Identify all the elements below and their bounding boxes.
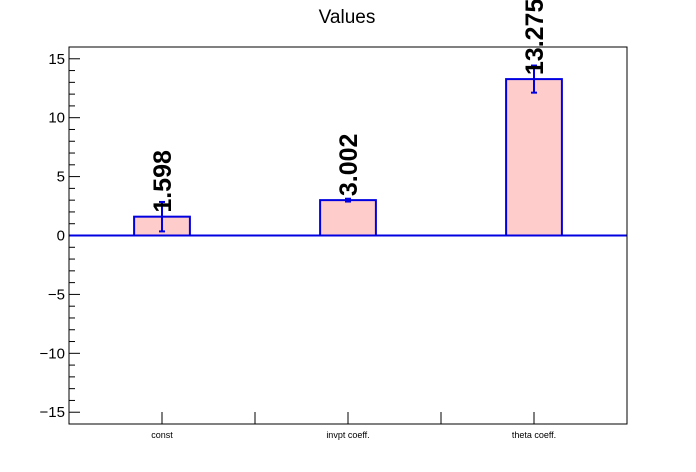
x-tick-label: const — [151, 430, 173, 440]
y-tick-label: 5 — [57, 169, 65, 186]
data-label: 3.002 — [335, 134, 363, 197]
data-label: 1.598 — [149, 150, 177, 213]
y-tick-label: 0 — [57, 228, 65, 245]
y-tick-label: −5 — [48, 286, 65, 303]
plot-frame — [68, 46, 628, 425]
y-tick-label: −10 — [40, 345, 65, 362]
data-labels: const 1.598 invpt coeff. 3.002 theta coeff. 1… — [149, 0, 556, 440]
bar — [319, 199, 377, 237]
chart-title: Values — [319, 7, 376, 28]
y-tick-label: 15 — [48, 51, 65, 68]
axis-ticks: −15 −10 −5 0 5 10 15 — [40, 46, 628, 425]
bars — [69, 64, 627, 237]
data-label: 13.275 — [521, 0, 549, 75]
y-tick-label: −15 — [40, 404, 65, 421]
bar — [505, 78, 563, 237]
x-tick-label: theta coeff. — [512, 430, 556, 440]
y-tick-label: 10 — [48, 110, 65, 127]
x-tick-label: invpt coeff. — [326, 430, 369, 440]
